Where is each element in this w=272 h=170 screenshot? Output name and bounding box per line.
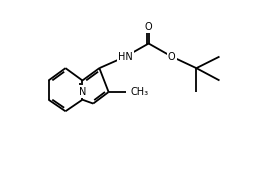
Text: O: O <box>168 52 175 62</box>
Text: HN: HN <box>118 52 133 62</box>
Text: O: O <box>145 22 152 32</box>
Text: N: N <box>79 87 86 97</box>
Text: CH₃: CH₃ <box>130 87 148 97</box>
